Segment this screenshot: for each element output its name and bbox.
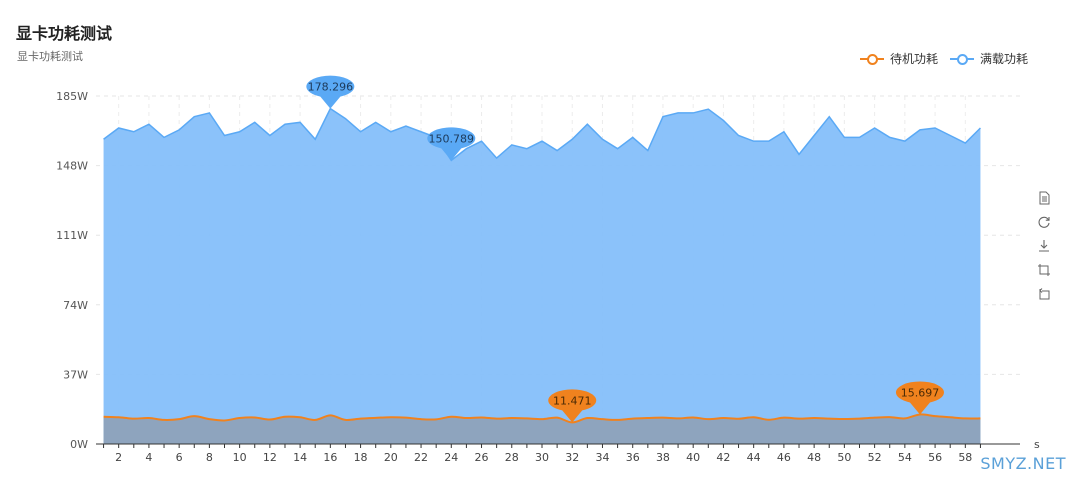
x-tick-label: 42: [716, 451, 730, 464]
legend: 待机功耗 满载功耗: [859, 50, 1028, 67]
legend-item-idle[interactable]: 待机功耗: [859, 50, 938, 67]
series-line-1: [103, 413, 981, 424]
x-tick-label: 44: [747, 451, 761, 464]
y-tick-label: 74W: [63, 299, 88, 312]
x-tick-label: 38: [656, 451, 670, 464]
x-tick-label: 56: [928, 451, 942, 464]
x-tick-label: 8: [206, 451, 213, 464]
legend-label-load: 满载功耗: [979, 52, 1028, 66]
marker-bubble: 11.471: [548, 389, 597, 423]
series-area-1: [103, 414, 981, 444]
y-tick-label: 37W: [63, 368, 88, 381]
x-tick-label: 54: [898, 451, 912, 464]
data-zoom-icon[interactable]: [1036, 262, 1052, 278]
x-tick-label: 6: [176, 451, 183, 464]
x-tick-label: 52: [868, 451, 882, 464]
data-zoom-reset-icon[interactable]: [1036, 286, 1052, 302]
marker-bubble: 15.697: [895, 381, 944, 415]
x-tick-label: 16: [323, 451, 337, 464]
legend-label-idle: 待机功耗: [889, 52, 938, 66]
marker-label: 15.697: [901, 386, 940, 399]
series-line-0: [103, 107, 981, 162]
x-tick-label: 28: [505, 451, 519, 464]
series-area-0: [103, 108, 981, 444]
x-tick-label: 10: [233, 451, 247, 464]
restore-icon[interactable]: [1036, 214, 1052, 230]
y-tick-label: 111W: [56, 229, 88, 242]
y-tick-label: 185W: [56, 90, 88, 103]
save-image-icon[interactable]: [1036, 238, 1052, 254]
marker-bubble: 150.789: [427, 127, 476, 161]
marker-pin: [548, 389, 597, 423]
x-tick-label: 36: [626, 451, 640, 464]
x-tick-label: 58: [958, 451, 972, 464]
toolbox: [1036, 190, 1052, 302]
legend-marker-idle-icon: [859, 53, 884, 65]
marker-label: 178.296: [308, 81, 354, 94]
x-tick-label: 48: [807, 451, 821, 464]
marker-label: 11.471: [553, 394, 592, 407]
x-tick-label: 24: [444, 451, 458, 464]
legend-marker-load-icon: [949, 53, 974, 65]
watermark: SMYZ.NET: [980, 454, 1066, 473]
x-tick-label: 22: [414, 451, 428, 464]
y-tick-label: 0W: [70, 438, 88, 451]
x-tick-label: 4: [145, 451, 152, 464]
marker-pin: [427, 127, 476, 161]
x-axis-unit: s: [1034, 438, 1040, 451]
x-tick-label: 50: [837, 451, 851, 464]
x-tick-label: 32: [565, 451, 579, 464]
x-tick-label: 14: [293, 451, 307, 464]
x-tick-label: 12: [263, 451, 277, 464]
x-tick-label: 20: [384, 451, 398, 464]
x-tick-label: 34: [595, 451, 609, 464]
marker-pin: [306, 75, 355, 109]
x-tick-label: 2: [115, 451, 122, 464]
y-tick-label: 148W: [56, 160, 88, 173]
data-view-icon[interactable]: [1036, 190, 1052, 206]
chart-title: 显卡功耗测试: [16, 24, 113, 43]
marker-bubble: 178.296: [306, 75, 355, 109]
chart-subtitle: 显卡功耗测试: [17, 50, 83, 63]
x-tick-label: 18: [354, 451, 368, 464]
x-tick-label: 26: [475, 451, 489, 464]
marker-label: 150.789: [429, 132, 475, 145]
x-tick-label: 46: [777, 451, 791, 464]
marker-pin: [895, 381, 944, 415]
x-tick-label: 40: [686, 451, 700, 464]
legend-item-load[interactable]: 满载功耗: [949, 50, 1028, 67]
x-tick-label: 30: [535, 451, 549, 464]
